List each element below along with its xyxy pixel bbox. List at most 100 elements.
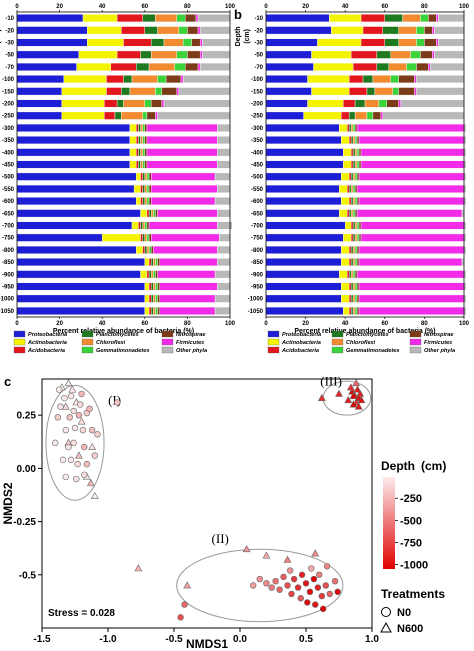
bar-segment bbox=[138, 221, 141, 230]
bar-segment bbox=[202, 38, 231, 47]
bar-segment bbox=[350, 306, 354, 315]
bar-segment bbox=[354, 184, 358, 193]
bar-segment bbox=[356, 123, 465, 132]
bar-segment bbox=[376, 50, 391, 59]
bar-segment bbox=[61, 111, 105, 120]
bar-segment bbox=[384, 14, 403, 23]
y-axis-title: Depth(cm) bbox=[235, 26, 251, 46]
panel-a: a-10-20-30-50-70-100-150-200-250-300-350… bbox=[0, 4, 236, 335]
bar-segment bbox=[16, 14, 84, 23]
bar-segment bbox=[155, 270, 158, 279]
bar-segment bbox=[146, 123, 218, 132]
bar-segment bbox=[217, 258, 231, 267]
bar-segment bbox=[129, 160, 137, 169]
bar-segment bbox=[176, 14, 186, 23]
bar-segment bbox=[350, 123, 354, 132]
point-n0 bbox=[250, 582, 257, 589]
bar-segment bbox=[144, 148, 148, 157]
bar-segment bbox=[430, 62, 465, 71]
bar-segment bbox=[348, 75, 364, 84]
point-n600 bbox=[349, 391, 358, 399]
bar-segment bbox=[416, 87, 465, 96]
bar-segment bbox=[61, 99, 105, 108]
bar-segment bbox=[140, 270, 148, 279]
bar-segment bbox=[346, 123, 350, 132]
bar-segment bbox=[343, 160, 352, 169]
bar-segment bbox=[356, 245, 360, 254]
legend-label: Proteobacteria bbox=[282, 332, 321, 338]
bar-segment bbox=[138, 123, 141, 132]
point-n600 bbox=[354, 402, 363, 410]
bar-segment bbox=[153, 258, 156, 267]
legend-swatch bbox=[161, 346, 174, 354]
bar-segment bbox=[142, 160, 145, 169]
bar-segment bbox=[352, 294, 356, 303]
x-tick-label-top: 80 bbox=[421, 4, 428, 10]
bar-segment bbox=[348, 294, 352, 303]
bar-segment bbox=[352, 148, 356, 157]
bar-segment bbox=[214, 294, 231, 303]
bar-segment bbox=[133, 184, 141, 193]
x-tick-label: 0.0 bbox=[233, 634, 247, 645]
depth-tick-label: -250 bbox=[2, 114, 15, 120]
bar-segment bbox=[329, 14, 362, 23]
bar-segment bbox=[157, 258, 160, 267]
point-n0 bbox=[263, 580, 270, 587]
bar-segment bbox=[350, 270, 354, 279]
point-n0 bbox=[319, 605, 327, 613]
bar-segment bbox=[142, 136, 145, 145]
bar-segment bbox=[354, 270, 358, 279]
point-n600 bbox=[61, 402, 70, 410]
legend-label: Chloroflexi bbox=[346, 340, 376, 346]
group-ellipse bbox=[45, 384, 105, 501]
bar-segment bbox=[178, 87, 231, 96]
bar-segment bbox=[265, 221, 346, 230]
bar-segment bbox=[148, 233, 152, 242]
bar-segment bbox=[161, 99, 165, 108]
colorbar-tick-label: -250 bbox=[400, 493, 422, 505]
stress-annotation: Stress = 0.028 bbox=[48, 608, 115, 619]
point-n600 bbox=[242, 545, 251, 553]
bar-segment bbox=[402, 14, 421, 23]
bar-segment bbox=[346, 209, 350, 218]
bar-segment bbox=[195, 14, 199, 23]
bar-segment bbox=[153, 306, 156, 315]
point-n0 bbox=[67, 456, 75, 464]
point-n600 bbox=[352, 379, 361, 387]
bar-segment bbox=[150, 270, 154, 279]
bar-segment bbox=[348, 282, 352, 291]
bar-segment bbox=[265, 111, 304, 120]
point-n0 bbox=[302, 580, 310, 587]
bar-segment bbox=[350, 294, 354, 303]
legend-swatch bbox=[81, 330, 94, 338]
bar-segment bbox=[182, 75, 231, 84]
bar-segment bbox=[356, 294, 360, 303]
depth-tick-label: -900 bbox=[2, 272, 15, 278]
bar-segment bbox=[341, 282, 350, 291]
bar-segment bbox=[265, 258, 342, 267]
bar-segment bbox=[350, 148, 354, 157]
bar-segment bbox=[360, 148, 465, 157]
bar-segment bbox=[354, 221, 358, 230]
bar-segment bbox=[136, 245, 143, 254]
bar-segment bbox=[354, 233, 358, 242]
bar-segment bbox=[265, 209, 340, 218]
point-n600 bbox=[311, 549, 320, 557]
bar-segment bbox=[197, 14, 231, 23]
bar-segment bbox=[352, 306, 356, 315]
bar-segment bbox=[354, 209, 358, 218]
bar-segment bbox=[155, 282, 158, 291]
bar-segment bbox=[150, 245, 154, 254]
bar-segment bbox=[356, 184, 465, 193]
bar-segment bbox=[148, 221, 218, 230]
point-n0 bbox=[280, 573, 287, 581]
x-tick-label: 0.5 bbox=[299, 634, 313, 645]
point-n0 bbox=[177, 614, 184, 621]
bar-segment bbox=[16, 99, 62, 108]
point-n600 bbox=[356, 389, 365, 397]
bar-segment bbox=[350, 136, 354, 145]
bar-segment bbox=[346, 184, 350, 193]
point-n0 bbox=[65, 443, 72, 451]
bar-segment bbox=[16, 209, 141, 218]
bar-segment bbox=[16, 38, 88, 47]
